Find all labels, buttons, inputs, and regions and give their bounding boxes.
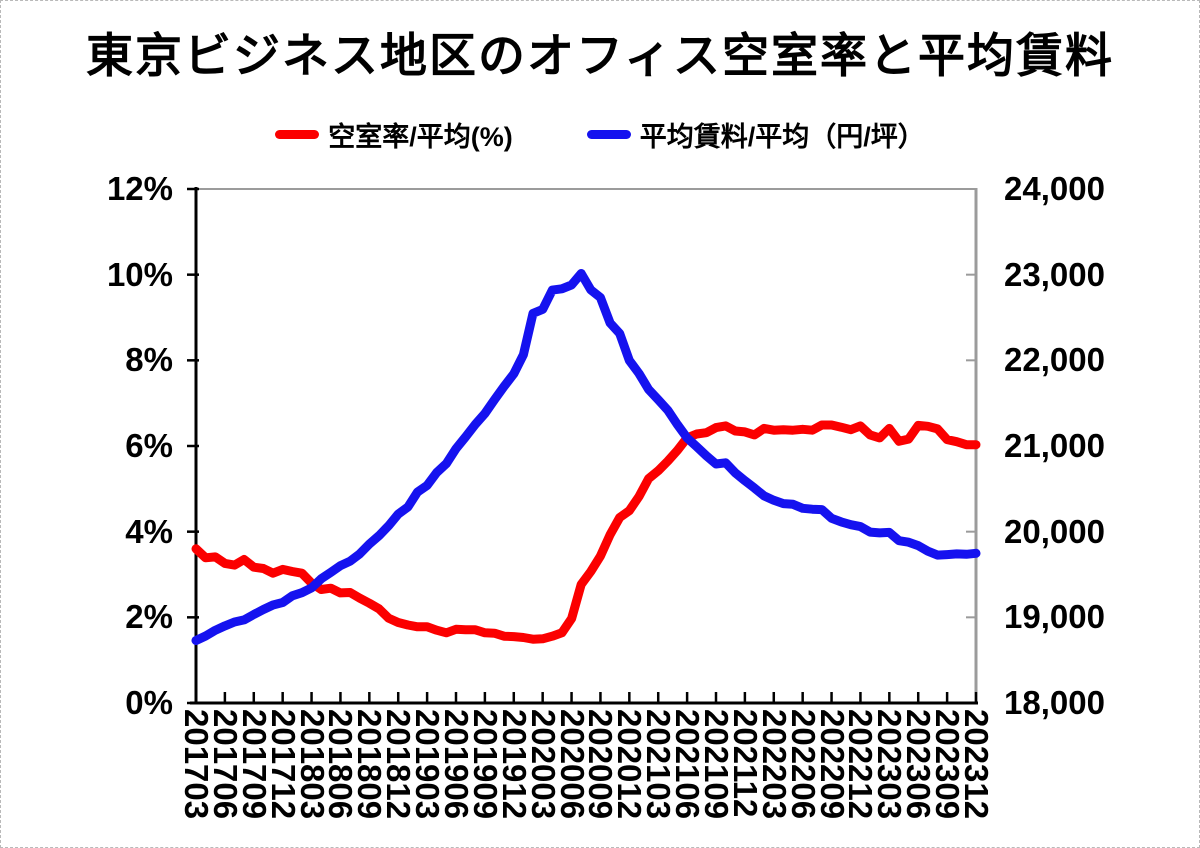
vacancy-legend-label: 空室率/平均(%) [328, 122, 513, 152]
legend: 空室率/平均(%) 平均賃料/平均（円/坪） [1, 115, 1199, 154]
vacancy-line-swatch [275, 130, 320, 139]
right-axis-label: 24,000 [1004, 170, 1105, 207]
right-axis-label: 20,000 [1004, 512, 1105, 550]
x-axis-label: 202312 [958, 709, 995, 820]
left-axis-label: 2% [125, 598, 173, 636]
left-axis-label: 6% [125, 427, 173, 464]
left-axis-label: 0% [125, 684, 173, 721]
left-axis-label: 10% [106, 255, 173, 293]
legend-item-rent: 平均賃料/平均（円/坪） [586, 115, 925, 154]
right-axis-label: 19,000 [1004, 598, 1105, 636]
right-axis-label: 21,000 [1004, 427, 1105, 464]
right-axis-label: 22,000 [1004, 341, 1105, 379]
right-axis-label: 23,000 [1004, 255, 1105, 293]
left-axis-label: 12% [106, 170, 173, 207]
chart-title: 東京ビジネス地区のオフィス空室率と平均賃料 [85, 29, 1115, 82]
left-axis-label: 8% [125, 341, 173, 379]
rent-legend-label: 平均賃料/平均（円/坪） [639, 122, 925, 152]
rent-line-swatch [586, 130, 631, 139]
left-axis-label: 4% [125, 512, 173, 550]
vacancy-line [191, 420, 981, 644]
rent-line [191, 269, 981, 645]
right-axis-label: 18,000 [1004, 684, 1105, 721]
legend-item-vacancy: 空室率/平均(%) [275, 115, 513, 154]
